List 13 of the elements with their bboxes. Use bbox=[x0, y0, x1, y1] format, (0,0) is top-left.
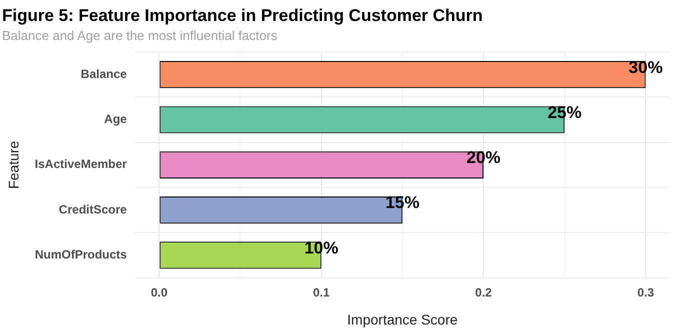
y-tick-label: Balance bbox=[80, 66, 128, 81]
x-axis-title: Importance Score bbox=[347, 311, 458, 328]
y-tick-label: IsActiveMember bbox=[34, 157, 128, 172]
chart-subtitle: Balance and Age are the most influential factors bbox=[2, 28, 278, 43]
y-tick-label: Age bbox=[104, 112, 128, 126]
y-axis-title: Feature bbox=[5, 140, 22, 190]
x-tick-label: 0.0 bbox=[150, 285, 168, 300]
x-tick-label: 0.1 bbox=[312, 285, 330, 300]
y-tick-label: CreditScore bbox=[58, 202, 128, 216]
x-tick-label: 0.3 bbox=[637, 285, 654, 300]
chart-title: Figure 5: Feature Importance in Predicting Customer Churn bbox=[2, 6, 483, 25]
x-tick-label: 0.2 bbox=[475, 285, 492, 300]
y-tick-label: NumOfProducts bbox=[34, 248, 128, 262]
